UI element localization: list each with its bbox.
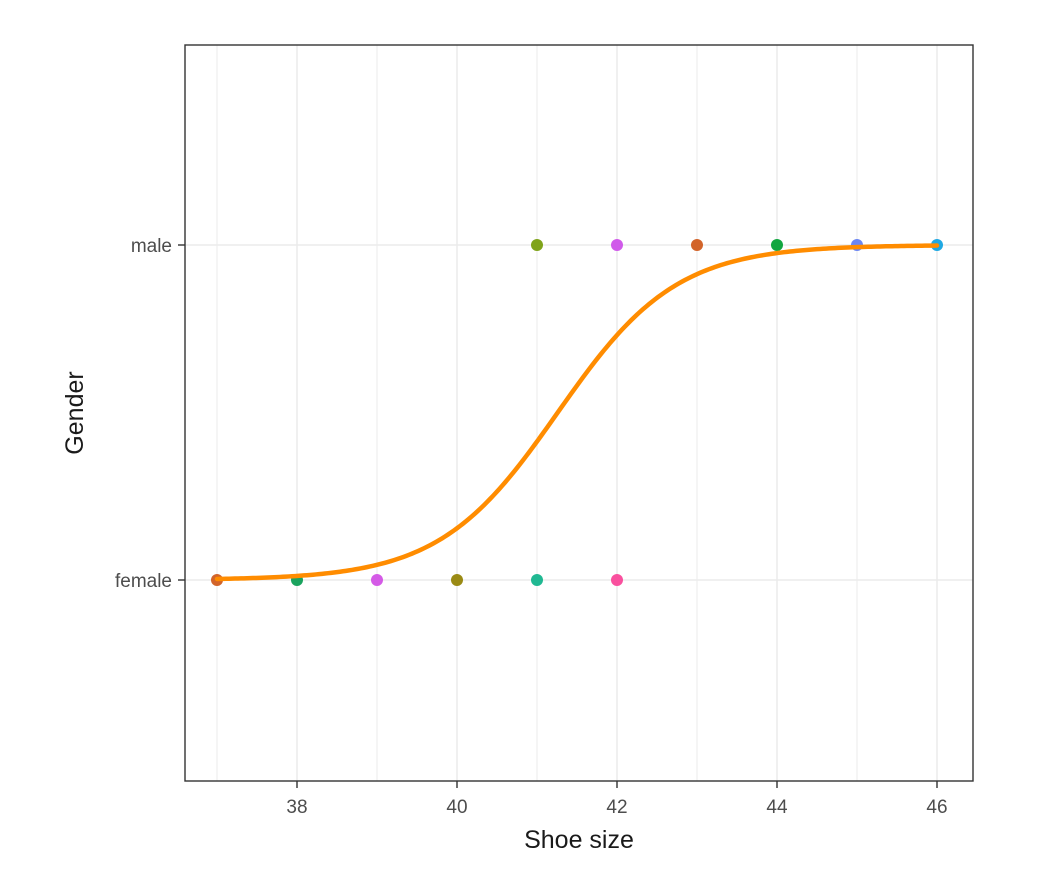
logistic-curve-layer	[214, 243, 940, 582]
y-tick-label-male: male	[131, 236, 172, 257]
grid-lines	[185, 45, 973, 781]
x-tick-label: 46	[926, 797, 947, 818]
x-tick-label: 38	[286, 797, 307, 818]
y-axis-title: Gender	[61, 371, 89, 454]
x-tick-label: 40	[446, 797, 467, 818]
y-axis: female male	[115, 236, 185, 592]
x-tick-label: 42	[606, 797, 627, 818]
data-point-male-43	[691, 239, 703, 251]
data-point-female-40	[451, 574, 463, 586]
data-point-male-41	[531, 239, 543, 251]
data-point-female-42	[611, 574, 623, 586]
data-point-female-41	[531, 574, 543, 586]
panel-border	[184, 44, 974, 782]
data-point-female-39	[371, 574, 383, 586]
x-axis: 38 40 42 44 46	[286, 781, 948, 818]
data-point-male-42	[611, 239, 623, 251]
x-axis-title: Shoe size	[524, 826, 634, 854]
y-tick-label-female: female	[115, 571, 172, 592]
x-tick-label: 44	[766, 797, 788, 818]
logistic-curve	[214, 243, 940, 582]
data-point-male-44	[771, 239, 783, 251]
